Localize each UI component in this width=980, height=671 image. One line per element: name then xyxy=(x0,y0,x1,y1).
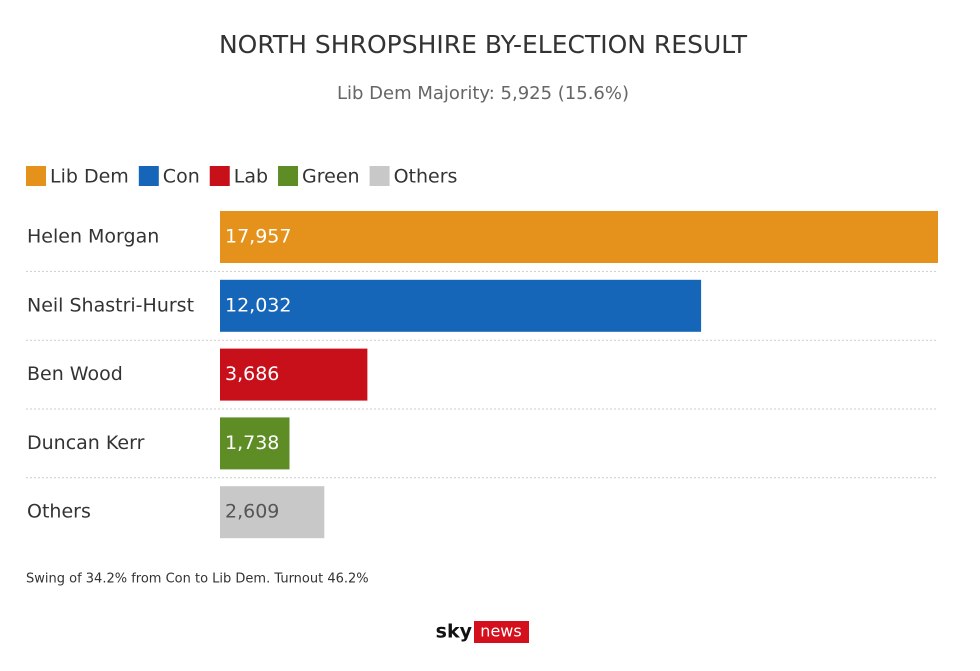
legend-swatch xyxy=(209,166,230,186)
category-label: Neil Shastri-Hurst xyxy=(27,294,194,316)
category-label: Ben Wood xyxy=(27,363,123,385)
value-label: 17,957 xyxy=(225,226,291,248)
logo-box xyxy=(474,621,529,643)
legend-label: Others xyxy=(394,166,458,188)
bar xyxy=(220,348,368,401)
bar xyxy=(220,279,702,332)
logo-brand: sky xyxy=(436,621,473,643)
bar xyxy=(220,486,325,539)
value-label: 1,738 xyxy=(225,432,279,454)
legend-swatch xyxy=(26,166,46,186)
legend-swatch xyxy=(278,166,299,186)
legend-swatch xyxy=(369,166,390,186)
legend-label: Lib Dem xyxy=(50,166,129,188)
value-label: 12,032 xyxy=(225,294,291,316)
legend-label: Green xyxy=(302,166,360,188)
legend-label: Lab xyxy=(234,166,268,188)
footnote: Swing of 34.2% from Con to Lib Dem. Turn… xyxy=(26,572,369,587)
legend-swatch xyxy=(138,166,159,186)
category-label: Duncan Kerr xyxy=(27,432,145,454)
logo-label: news xyxy=(480,622,521,641)
chart-subtitle: Lib Dem Majority: 5,925 (15.6%) xyxy=(337,83,629,104)
chart-title: NORTH SHROPSHIRE BY-ELECTION RESULT xyxy=(219,30,748,59)
category-label: Others xyxy=(27,501,91,523)
value-label: 2,609 xyxy=(225,501,279,523)
bar xyxy=(220,417,290,470)
category-label: Helen Morgan xyxy=(27,226,159,248)
bar xyxy=(220,211,938,263)
legend-label: Con xyxy=(163,166,200,188)
value-label: 3,686 xyxy=(225,363,279,385)
